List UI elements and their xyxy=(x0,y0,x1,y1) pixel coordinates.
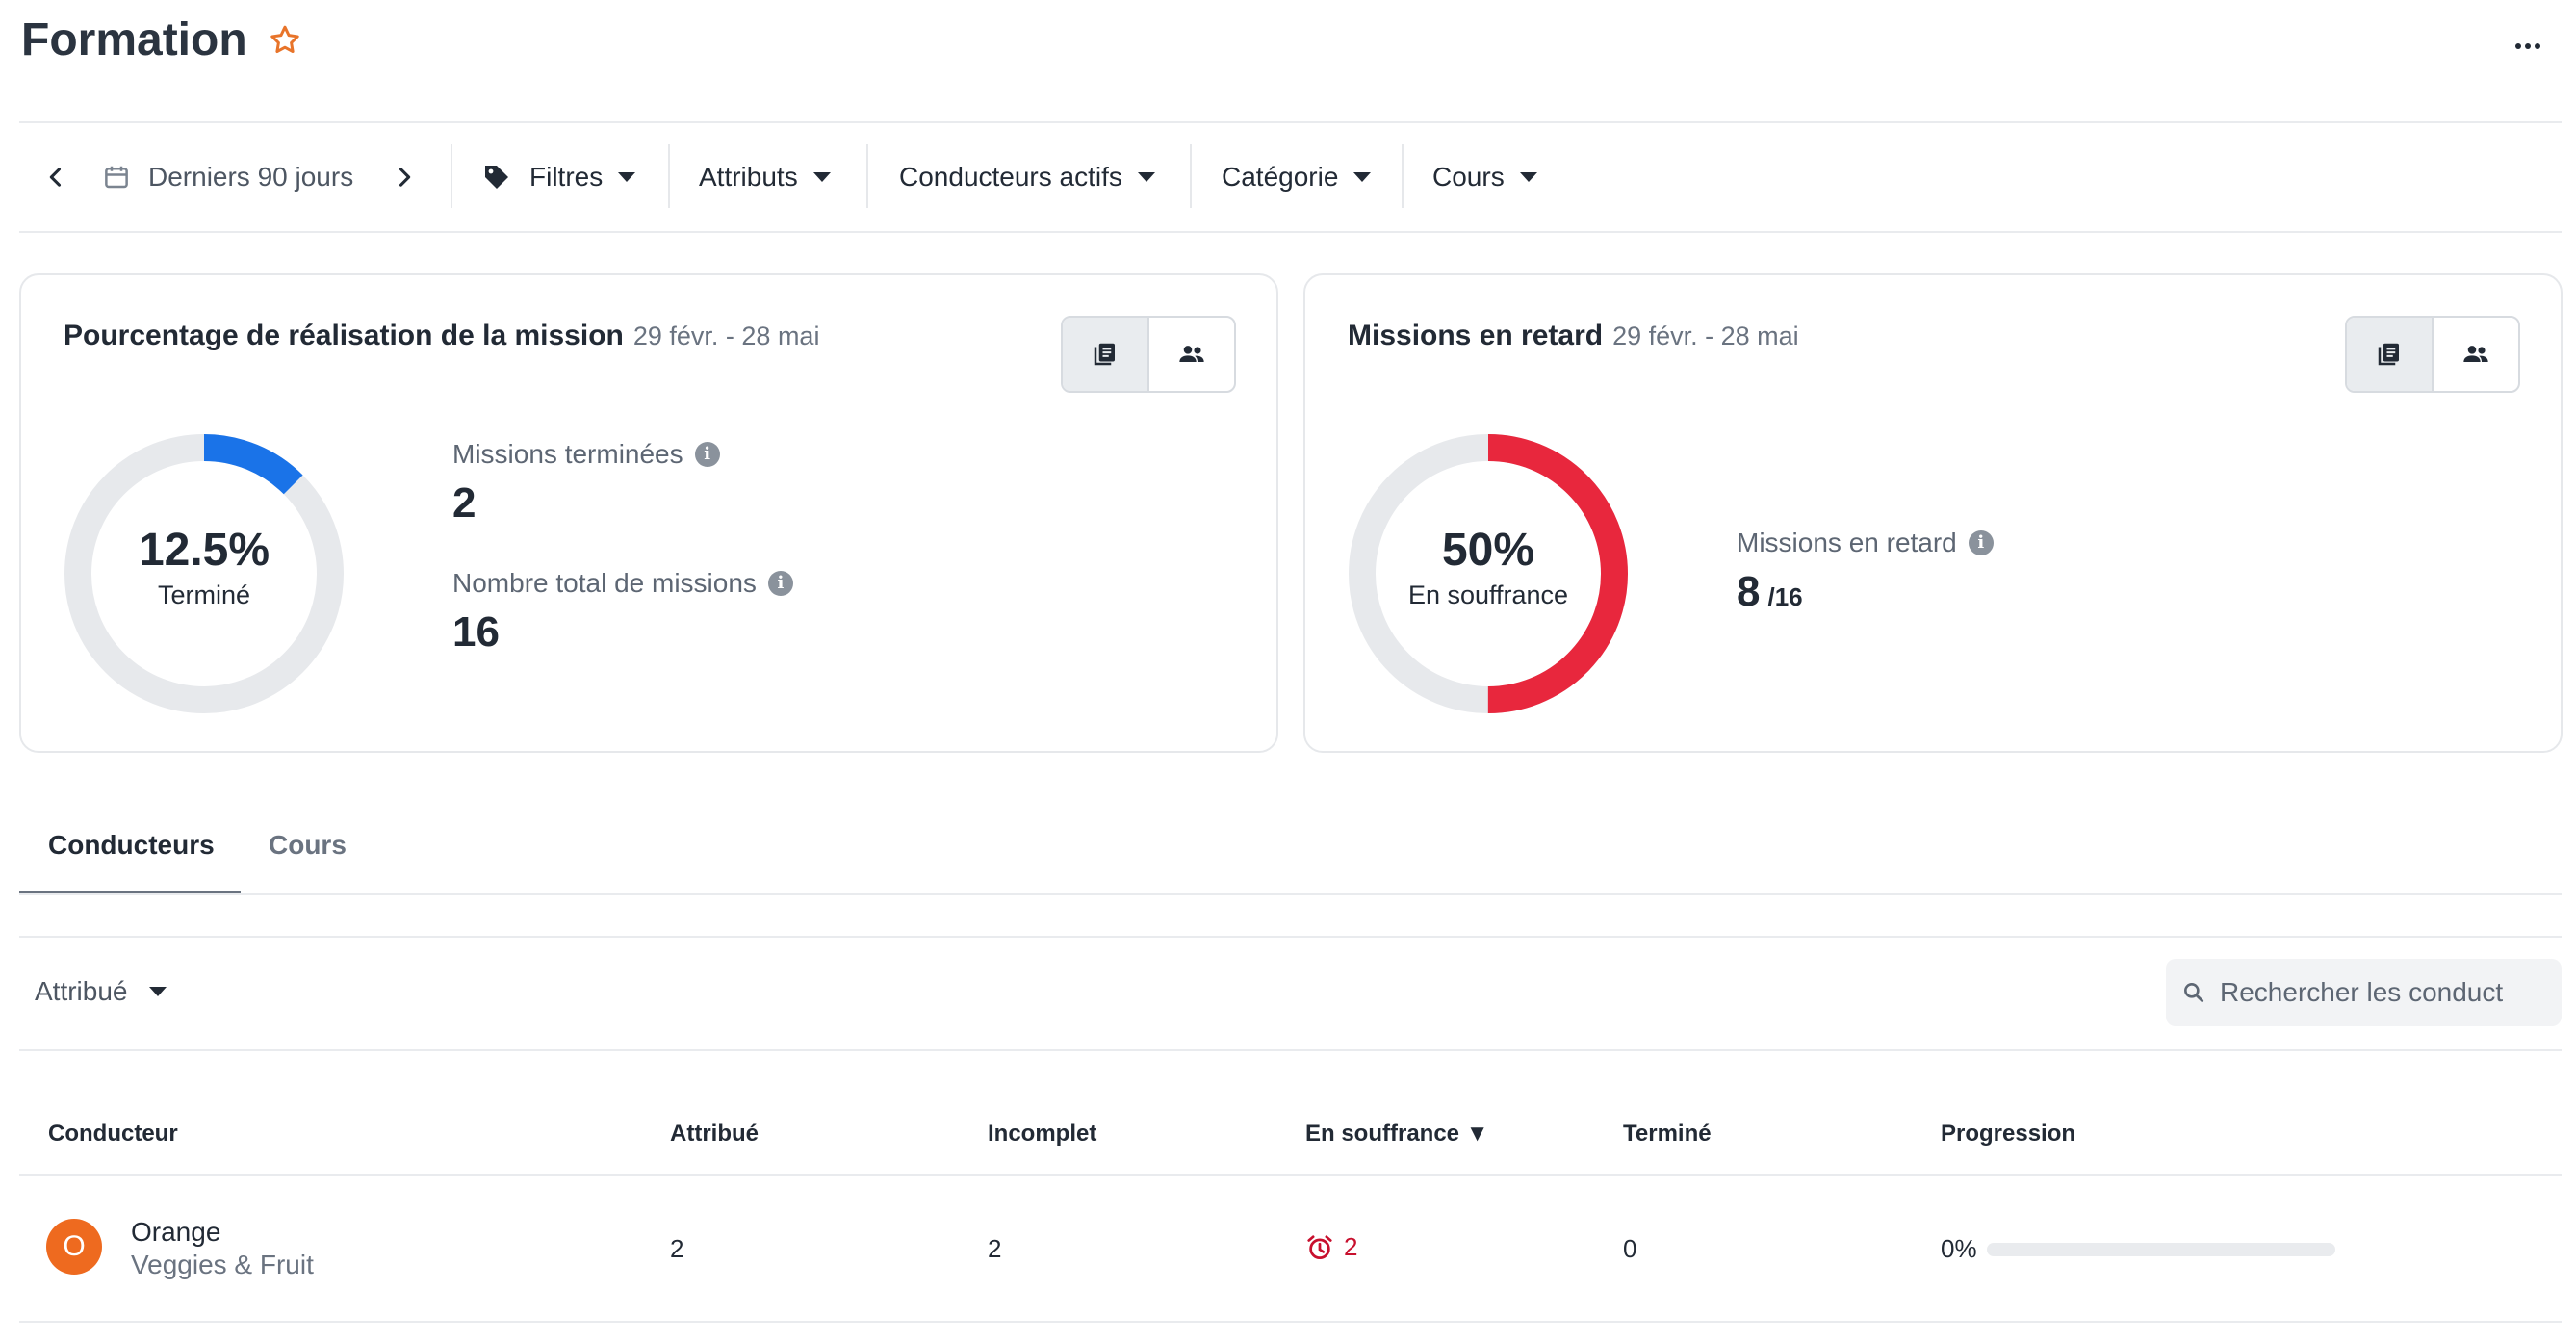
search-icon xyxy=(2184,983,2204,1003)
column-header-incomplete[interactable]: Incomplet xyxy=(988,1121,1097,1147)
info-icon[interactable]: i xyxy=(767,571,793,596)
completion-donut-chart xyxy=(64,434,344,713)
progress-percentage: 0% xyxy=(1941,1234,1977,1263)
date-range-picker[interactable]: Derniers 90 jours xyxy=(102,152,353,202)
category-label: Catégorie xyxy=(1222,162,1339,192)
progress-bar xyxy=(1986,1242,2335,1256)
completion-card: Pourcentage de réalisation de la mission… xyxy=(19,273,1278,753)
people-icon xyxy=(1179,346,1204,362)
late-missions-value: 8/16 xyxy=(1737,568,1803,615)
toolbar-separator xyxy=(866,144,868,208)
courses-label: Cours xyxy=(1432,162,1505,192)
caret-down-icon xyxy=(812,172,831,182)
assigned-count: 2 xyxy=(670,1234,684,1263)
active-tab-indicator xyxy=(19,891,241,894)
late-card-title: Missions en retard 29 févr. - 28 mai xyxy=(1348,320,1799,351)
late-card-date: 29 févr. - 28 mai xyxy=(1612,322,1799,350)
divider xyxy=(19,893,2562,895)
total-missions-label: Nombre total de missions i xyxy=(452,568,793,599)
divider xyxy=(19,121,2562,123)
divider xyxy=(19,1174,2562,1176)
tab-cours[interactable]: Cours xyxy=(269,830,347,860)
tag-icon xyxy=(485,166,508,189)
assigned-filter-dropdown[interactable]: Attribué xyxy=(35,976,167,1007)
toolbar-separator xyxy=(1190,144,1192,208)
completion-card-date: 29 févr. - 28 mai xyxy=(632,322,820,350)
column-header-completed[interactable]: Terminé xyxy=(1623,1121,1712,1147)
assigned-filter-label: Attribué xyxy=(35,976,128,1006)
completion-donut-arc xyxy=(64,434,344,713)
late-percentage: 50% xyxy=(1441,525,1535,576)
driver-name[interactable]: Orange xyxy=(131,1217,221,1247)
search-input[interactable]: Rechercher les conduct xyxy=(2166,959,2562,1026)
caret-down-icon xyxy=(1137,172,1155,182)
book-icon xyxy=(1094,343,1115,366)
divider xyxy=(19,936,2562,938)
late-donut-arc xyxy=(1349,434,1628,713)
more-options-icon[interactable] xyxy=(2512,31,2543,62)
late-missions-card: Missions en retard 29 févr. - 28 mai 50% … xyxy=(1303,273,2563,753)
divider xyxy=(19,1321,2562,1323)
view-toggle xyxy=(1061,316,1236,393)
column-header-assigned[interactable]: Attribué xyxy=(670,1121,759,1147)
column-header-overdue[interactable]: En souffrance ▼ xyxy=(1305,1121,1489,1147)
active-drivers-dropdown[interactable]: Conducteurs actifs xyxy=(899,152,1155,202)
filters-label: Filtres xyxy=(529,162,604,192)
late-donut-chart xyxy=(1349,434,1628,713)
filters-dropdown[interactable]: Filtres xyxy=(481,152,636,202)
completed-missions-value: 2 xyxy=(452,479,477,527)
toolbar-separator xyxy=(451,144,452,208)
driver-group: Veggies & Fruit xyxy=(131,1250,314,1279)
completed-missions-label: Missions terminées i xyxy=(452,439,720,470)
completed-count: 0 xyxy=(1623,1234,1637,1263)
info-icon[interactable]: i xyxy=(694,442,720,467)
caret-down-icon xyxy=(618,172,636,182)
attributes-dropdown[interactable]: Attributs xyxy=(699,152,831,202)
avatar: O xyxy=(46,1219,102,1275)
overdue-cell: 2 xyxy=(1305,1232,1357,1262)
course-view-button[interactable] xyxy=(1063,318,1149,391)
caret-down-icon xyxy=(1519,172,1537,182)
info-icon[interactable]: i xyxy=(1968,530,1994,555)
completion-card-title: Pourcentage de réalisation de la mission… xyxy=(64,320,820,351)
date-range-label: Derniers 90 jours xyxy=(148,162,354,192)
attributes-label: Attributs xyxy=(699,162,798,192)
course-view-button[interactable] xyxy=(2347,318,2434,391)
drivers-view-button[interactable] xyxy=(2434,318,2518,391)
chevron-right-icon[interactable] xyxy=(391,164,418,191)
tab-conducteurs[interactable]: Conducteurs xyxy=(48,830,215,860)
view-toggle xyxy=(2345,316,2520,393)
divider xyxy=(19,1049,2562,1051)
late-missions-label: Missions en retard i xyxy=(1737,528,1994,558)
overdue-count: 2 xyxy=(1344,1232,1358,1261)
people-icon xyxy=(2463,346,2488,362)
book-icon xyxy=(2378,343,2399,366)
progress-cell: 0% xyxy=(1941,1234,2335,1264)
column-header-driver[interactable]: Conducteur xyxy=(48,1121,178,1147)
total-missions-value: 16 xyxy=(452,608,500,656)
drivers-view-button[interactable] xyxy=(1149,318,1234,391)
caret-down-icon xyxy=(1353,172,1372,182)
courses-dropdown[interactable]: Cours xyxy=(1432,152,1537,202)
completion-percentage: 12.5% xyxy=(138,525,270,576)
toolbar-separator xyxy=(668,144,670,208)
search-placeholder: Rechercher les conduct xyxy=(2220,977,2504,1007)
late-missions-total: /16 xyxy=(1767,582,1803,611)
completion-donut-center: 12.5% Terminé xyxy=(62,524,347,610)
favorite-star-icon[interactable] xyxy=(268,23,302,58)
late-donut-label: En souffrance xyxy=(1407,581,1569,609)
page-title: Formation xyxy=(21,14,247,65)
category-dropdown[interactable]: Catégorie xyxy=(1222,152,1372,202)
alarm-clock-icon xyxy=(1307,1234,1332,1259)
calendar-icon xyxy=(105,166,128,189)
completion-donut-label: Terminé xyxy=(157,581,251,609)
chevron-left-icon[interactable] xyxy=(42,164,69,191)
active-drivers-label: Conducteurs actifs xyxy=(899,162,1122,192)
column-header-progress[interactable]: Progression xyxy=(1941,1121,2076,1147)
divider xyxy=(19,231,2562,233)
caret-down-icon xyxy=(148,987,167,996)
toolbar-separator xyxy=(1402,144,1404,208)
late-donut-center: 50% En souffrance xyxy=(1346,524,1631,610)
incomplete-count: 2 xyxy=(988,1234,1002,1263)
